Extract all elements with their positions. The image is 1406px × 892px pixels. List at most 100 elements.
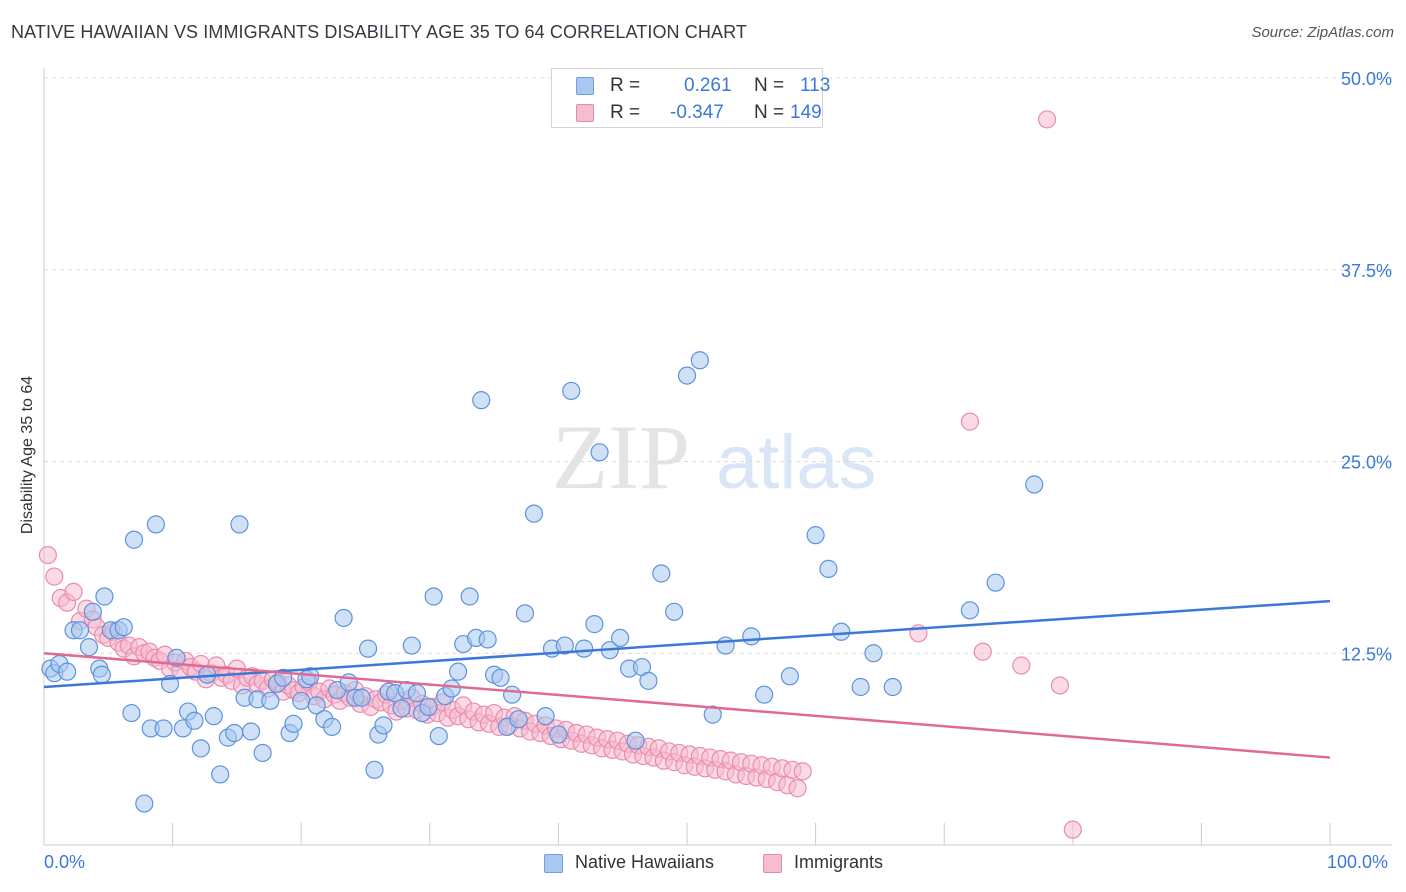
n-label: N =: [754, 75, 785, 96]
native-hawaiian-point-14: [122, 703, 141, 723]
native-hawaiian-point-94: [639, 671, 658, 690]
native-hawaiian-point-84: [555, 636, 574, 655]
native-hawaiian-point-55: [374, 716, 393, 735]
immigrant-point-151: [1012, 656, 1031, 675]
native-hawaiians-trend-line: [43, 599, 1331, 689]
native-hawaiian-point-108: [864, 644, 883, 663]
legend-label: Native Hawaiians: [575, 852, 715, 872]
native-hawaiian-point-10: [95, 587, 114, 606]
native-hawaiian-point-7: [83, 602, 102, 621]
x-tick-label-min: 0.0%: [44, 852, 86, 872]
immigrant-point-145: [793, 762, 812, 781]
native-hawaiian-point-31: [230, 515, 249, 534]
watermark-zip: ZIP: [552, 406, 690, 508]
native-hawaiian-point-5: [70, 621, 90, 640]
native-hawaiian-point-92: [626, 731, 645, 750]
native-hawaiian-point-6: [79, 638, 99, 657]
native-hawaiian-point-27: [204, 707, 223, 726]
n-label: N =: [754, 102, 785, 123]
native-hawaiian-point-52: [358, 639, 378, 658]
native-hawaiian-point-78: [509, 710, 528, 729]
r-value: -0.347: [670, 102, 724, 123]
immigrant-point-0: [38, 545, 57, 565]
native-hawaiian-point-30: [225, 723, 244, 743]
native-hawaiian-point-33: [241, 722, 261, 741]
native-hawaiian-point-9: [92, 665, 111, 684]
native-hawaiian-point-48: [334, 608, 353, 628]
r-value: 0.261: [684, 75, 732, 96]
y-tick-label-0: 12.5%: [1341, 644, 1392, 664]
immigrant-point-144: [788, 779, 807, 798]
native-hawaiian-point-60: [402, 636, 421, 655]
native-hawaiian-point-86: [575, 639, 594, 658]
native-hawaiian-point-112: [1025, 475, 1044, 494]
native-hawaiian-point-85: [562, 381, 581, 401]
native-hawaiian-point-58: [392, 699, 411, 718]
watermark-atlas: atlas: [716, 420, 877, 505]
native-hawaiian-point-102: [755, 685, 774, 704]
native-hawaiian-point-109: [883, 677, 902, 697]
native-hawaiian-point-96: [665, 602, 684, 621]
pink-swatch: [763, 854, 782, 873]
native-hawaiian-point-72: [472, 391, 491, 410]
native-hawaiian-point-3: [58, 662, 77, 681]
r-label: R =: [610, 75, 641, 96]
native-hawaiian-point-24: [185, 711, 204, 730]
native-hawaiian-point-64: [424, 587, 443, 606]
native-hawaiian-point-106: [832, 622, 851, 641]
immigrants-trend-line: [43, 652, 1331, 759]
native-hawaiian-point-75: [491, 668, 510, 687]
native-hawaiians-points: [41, 351, 1044, 813]
native-hawaiian-point-107: [851, 677, 870, 697]
y-tick-labels: 12.5% 25.0% 37.5% 50.0%: [1341, 69, 1392, 664]
native-hawaiian-point-13: [114, 618, 133, 637]
native-hawaiian-point-40: [284, 714, 303, 733]
native-hawaiian-point-79: [515, 604, 535, 623]
legend-label: Immigrants: [794, 852, 884, 872]
native-hawaiian-point-110: [960, 601, 980, 620]
pink-swatch: [576, 104, 594, 122]
native-hawaiian-point-98: [690, 351, 709, 370]
native-hawaiian-point-16: [135, 794, 154, 813]
native-hawaiian-point-99: [703, 705, 722, 724]
native-hawaiian-point-90: [611, 628, 630, 648]
native-hawaiian-point-95: [652, 564, 671, 583]
native-hawaiian-point-103: [780, 667, 799, 686]
native-hawaiian-point-87: [585, 615, 604, 634]
native-hawaiian-point-44: [307, 696, 326, 715]
native-hawaiian-point-68: [448, 662, 468, 681]
native-hawaiian-point-25: [191, 739, 210, 758]
native-hawaiian-point-53: [365, 760, 384, 779]
n-value: 149: [790, 102, 822, 123]
native-hawaiian-point-18: [146, 515, 165, 534]
r-label: R =: [610, 102, 641, 123]
native-hawaiian-point-83: [549, 725, 568, 744]
grid-lines: [44, 77, 1392, 654]
native-hawaiian-point-101: [742, 627, 761, 646]
x-tick-label-max: 100.0%: [1327, 852, 1389, 872]
immigrant-point-1: [45, 567, 64, 586]
n-value: 113: [800, 75, 831, 96]
native-hawaiian-point-111: [986, 573, 1005, 592]
immigrant-point-150: [973, 642, 992, 661]
y-tick-label-3: 50.0%: [1341, 69, 1392, 89]
native-hawaiian-point-35: [253, 743, 272, 763]
native-hawaiian-point-73: [478, 630, 497, 649]
native-hawaiian-point-19: [154, 719, 173, 738]
native-hawaiian-point-63: [419, 697, 438, 717]
y-tick-label-2: 37.5%: [1341, 261, 1392, 281]
native-hawaiian-point-61: [407, 684, 427, 703]
native-hawaiian-point-105: [819, 559, 838, 578]
native-hawaiian-point-36: [261, 691, 280, 710]
chart-title: NATIVE HAWAIIAN VS IMMIGRANTS DISABILITY…: [11, 22, 747, 42]
correlation-legend: R = 0.261 N = 113 R = -0.347 N = 149: [551, 68, 830, 128]
native-hawaiian-point-67: [442, 679, 461, 698]
native-hawaiian-point-81: [536, 707, 555, 726]
native-hawaiian-point-15: [124, 530, 144, 549]
native-hawaiian-point-51: [352, 688, 371, 707]
native-hawaiian-point-70: [460, 587, 479, 606]
native-hawaiian-point-21: [167, 648, 186, 667]
trend-lines: [43, 599, 1331, 759]
blue-swatch: [576, 77, 594, 95]
